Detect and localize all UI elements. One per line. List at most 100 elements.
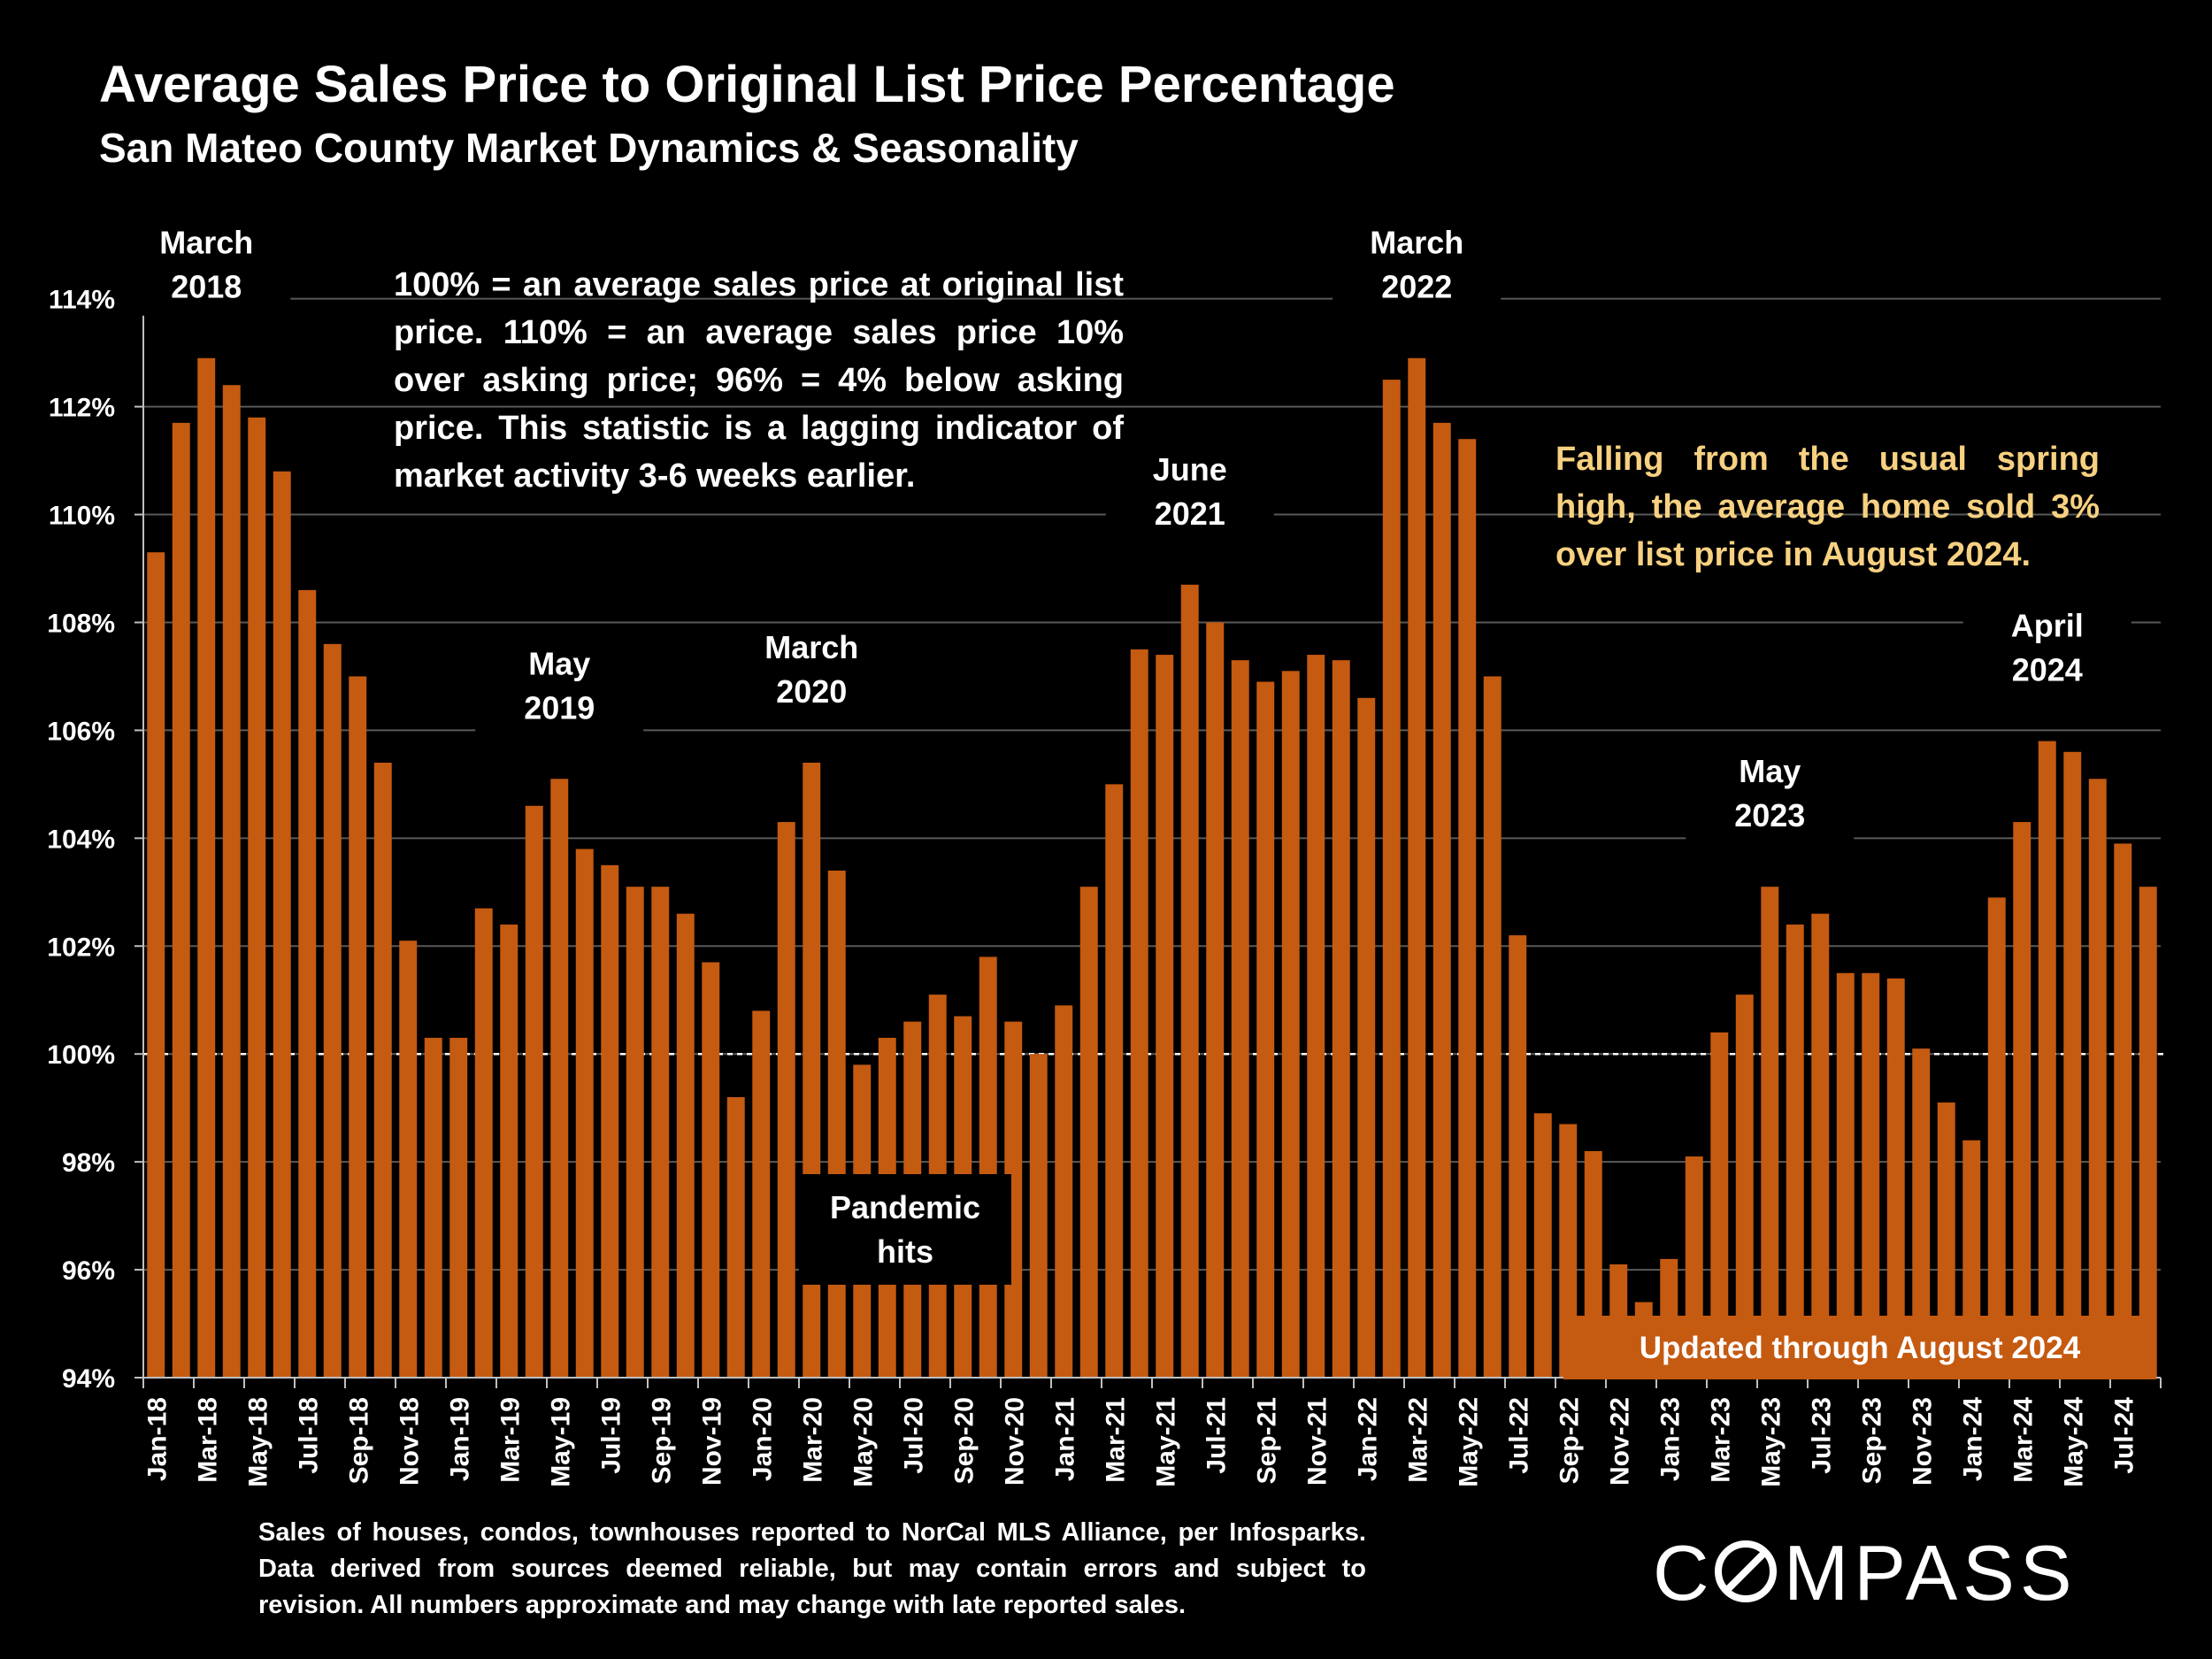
chart-title: Average Sales Price to Original List Pri… <box>99 56 1395 113</box>
y-tick-label: 106% <box>47 717 115 746</box>
bar <box>1079 887 1098 1378</box>
bar <box>1281 671 1300 1378</box>
y-tick-label: 108% <box>47 609 115 638</box>
bar <box>222 385 241 1379</box>
pandemic-label: Pandemic <box>830 1189 980 1225</box>
bar <box>979 956 997 1378</box>
annotation-backing <box>727 624 896 720</box>
y-tick-label: 104% <box>47 825 115 854</box>
bar <box>1912 1048 1931 1378</box>
bar <box>298 589 317 1378</box>
bar <box>803 762 821 1378</box>
annotations: March 2018 May 2019 March 2020 June 2021 March 20… <box>122 219 2156 1379</box>
bar <box>827 870 846 1378</box>
peak-annotation: June <box>1153 451 1227 488</box>
x-tick-label: Jan-19 <box>445 1397 474 1481</box>
bar <box>726 1096 745 1378</box>
bar <box>1761 887 1779 1378</box>
annotation-backing <box>1105 446 1274 542</box>
x-tick-label: May-19 <box>546 1397 575 1487</box>
annotation-backing <box>122 219 291 316</box>
y-tick-label: 94% <box>62 1364 115 1394</box>
bar <box>1105 784 1124 1378</box>
bar <box>1408 357 1426 1378</box>
definition-note: 100% = an average sales price at origina… <box>394 266 1124 495</box>
bar <box>1811 913 1830 1378</box>
bar <box>1055 1005 1073 1378</box>
x-tick-label: Sep-23 <box>1857 1397 1886 1484</box>
x-tick-label: Nov-21 <box>1302 1397 1332 1486</box>
x-tick-label: Jan-18 <box>142 1397 172 1481</box>
bar <box>349 676 367 1378</box>
bar <box>575 849 594 1378</box>
bar <box>1786 924 1804 1378</box>
bar <box>2063 751 2082 1378</box>
x-tick-label: Jan-21 <box>1050 1397 1079 1481</box>
peak-annotation: 2021 <box>1155 495 1225 532</box>
bar <box>248 417 266 1378</box>
peak-annotation: 2019 <box>524 689 595 726</box>
bar <box>424 1037 442 1378</box>
bar <box>1533 1113 1552 1378</box>
bar <box>1029 1054 1048 1378</box>
axes: 94% 96% 98% 100% 102% 104% 106% 108% 110% 112% 114… <box>47 261 2162 1487</box>
august-2024-callout: Falling from the usual spring high, the … <box>1555 441 2100 573</box>
bar <box>147 552 165 1378</box>
bar <box>1987 897 2006 1378</box>
x-tick-label: Nov-20 <box>1000 1397 1029 1486</box>
bar <box>323 643 342 1378</box>
peak-annotation: March <box>1370 225 1463 261</box>
bar <box>1307 655 1325 1378</box>
bar <box>1483 676 1502 1378</box>
x-tick-label: Sep-20 <box>949 1397 979 1484</box>
bar <box>702 962 720 1378</box>
x-tick-label: Jan-20 <box>748 1397 777 1481</box>
x-tick-label: May-18 <box>243 1397 273 1487</box>
x-tick-label: Jul-24 <box>2109 1397 2139 1474</box>
x-tick-label: Sep-18 <box>344 1397 373 1484</box>
peak-annotation: 2022 <box>1381 269 1452 305</box>
bar <box>601 864 619 1378</box>
annotation-backing <box>475 641 644 737</box>
x-tick-label: May-24 <box>2059 1397 2088 1487</box>
annotation-backing <box>1962 603 2131 699</box>
bar <box>676 913 695 1378</box>
x-tick-label: Jul-20 <box>899 1397 928 1474</box>
bar <box>1886 978 1905 1378</box>
peak-annotation: May <box>528 645 590 681</box>
x-tick-label: Jul-22 <box>1504 1397 1533 1474</box>
y-tick-label: 112% <box>49 394 115 423</box>
x-tick-label: Jul-23 <box>1807 1397 1836 1474</box>
peak-annotation: May <box>1739 753 1801 789</box>
bar <box>474 908 493 1378</box>
bar <box>197 357 216 1378</box>
bar <box>1710 1032 1729 1378</box>
annotation-backing <box>1333 219 1502 316</box>
pandemic-label: hits <box>877 1233 933 1270</box>
source-footnote: Sales of houses, condos, townhouses repo… <box>258 1518 1366 1619</box>
x-tick-label: Jul-18 <box>294 1397 323 1474</box>
bar <box>2013 822 2032 1378</box>
bar <box>1458 439 1477 1378</box>
bar <box>1862 972 1880 1378</box>
updated-banner <box>1563 1316 2156 1379</box>
bar <box>1332 660 1350 1378</box>
chart-subtitle: San Mateo County Market Dynamics & Seaso… <box>99 125 1079 171</box>
y-tick-label: 110% <box>49 502 115 531</box>
peak-annotation: March <box>159 225 253 261</box>
x-tick-label: Nov-18 <box>395 1397 424 1486</box>
bar <box>449 1037 468 1378</box>
x-tick-label: Sep-19 <box>647 1397 676 1484</box>
bar <box>273 471 291 1379</box>
peak-annotation: 2018 <box>171 269 242 305</box>
bar <box>500 924 518 1378</box>
bar <box>399 941 418 1378</box>
y-tick-label: 98% <box>62 1148 115 1178</box>
peak-annotation: 2020 <box>776 673 847 710</box>
x-tick-label: Mar-20 <box>798 1397 827 1483</box>
peak-annotation: April <box>2011 608 2084 644</box>
x-tick-label: Jan-24 <box>1958 1397 1987 1481</box>
bar <box>1256 681 1275 1378</box>
y-tick-label: 96% <box>62 1256 115 1286</box>
